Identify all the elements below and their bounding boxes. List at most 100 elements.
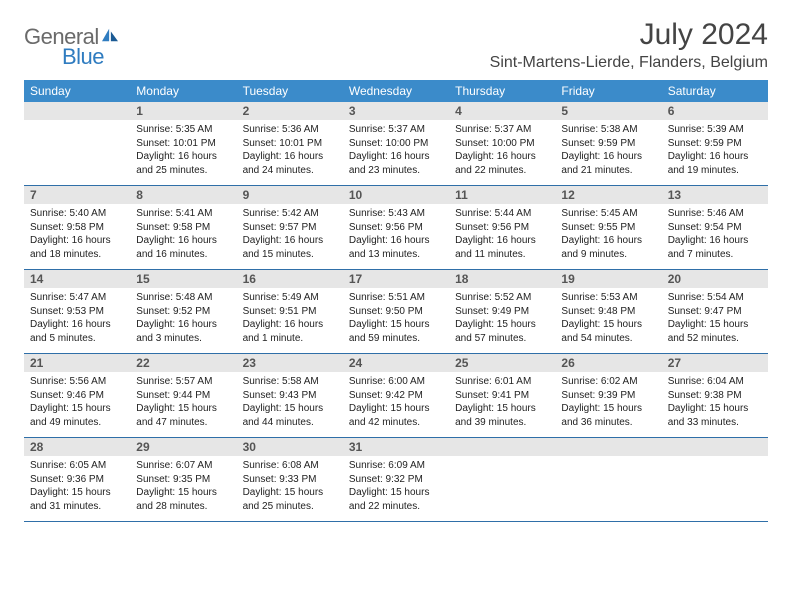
sunset: Sunset: 9:35 PM <box>136 473 230 487</box>
daylight: Daylight: 16 hours and 22 minutes. <box>455 150 549 177</box>
detail-row: Sunrise: 5:40 AMSunset: 9:58 PMDaylight:… <box>24 204 768 269</box>
sunrise: Sunrise: 5:52 AM <box>455 291 549 305</box>
day-cell: Sunrise: 5:41 AMSunset: 9:58 PMDaylight:… <box>130 204 236 269</box>
daylight: Daylight: 16 hours and 25 minutes. <box>136 150 230 177</box>
day-cell: Sunrise: 6:02 AMSunset: 9:39 PMDaylight:… <box>555 372 661 437</box>
day-number: 22 <box>130 354 236 373</box>
day-number: 7 <box>24 186 130 205</box>
sunrise: Sunrise: 5:51 AM <box>349 291 443 305</box>
day-cell: Sunrise: 5:49 AMSunset: 9:51 PMDaylight:… <box>237 288 343 353</box>
daylight: Daylight: 15 hours and 57 minutes. <box>455 318 549 345</box>
day-cell: Sunrise: 6:08 AMSunset: 9:33 PMDaylight:… <box>237 456 343 521</box>
day-cell: Sunrise: 5:44 AMSunset: 9:56 PMDaylight:… <box>449 204 555 269</box>
daylight: Daylight: 16 hours and 11 minutes. <box>455 234 549 261</box>
sunset: Sunset: 9:56 PM <box>349 221 443 235</box>
daylight: Daylight: 16 hours and 15 minutes. <box>243 234 337 261</box>
daynum-row: 28293031 <box>24 438 768 457</box>
sunrise: Sunrise: 5:45 AM <box>561 207 655 221</box>
daylight: Daylight: 16 hours and 16 minutes. <box>136 234 230 261</box>
sunrise: Sunrise: 5:56 AM <box>30 375 124 389</box>
sunrise: Sunrise: 5:41 AM <box>136 207 230 221</box>
month-title: July 2024 <box>490 18 768 52</box>
daynum-row: 21222324252627 <box>24 354 768 373</box>
daylight: Daylight: 16 hours and 5 minutes. <box>30 318 124 345</box>
day-number: 24 <box>343 354 449 373</box>
sunset: Sunset: 9:47 PM <box>668 305 762 319</box>
daylight: Daylight: 15 hours and 54 minutes. <box>561 318 655 345</box>
day-cell: Sunrise: 5:48 AMSunset: 9:52 PMDaylight:… <box>130 288 236 353</box>
day-header-tuesday: Tuesday <box>237 80 343 102</box>
sunset: Sunset: 9:32 PM <box>349 473 443 487</box>
day-number: 3 <box>343 102 449 120</box>
day-cell: Sunrise: 5:36 AMSunset: 10:01 PMDaylight… <box>237 120 343 185</box>
day-cell: Sunrise: 5:35 AMSunset: 10:01 PMDaylight… <box>130 120 236 185</box>
day-cell: Sunrise: 5:52 AMSunset: 9:49 PMDaylight:… <box>449 288 555 353</box>
day-header-sunday: Sunday <box>24 80 130 102</box>
sunset: Sunset: 9:42 PM <box>349 389 443 403</box>
day-cell: Sunrise: 5:43 AMSunset: 9:56 PMDaylight:… <box>343 204 449 269</box>
day-cell: Sunrise: 5:54 AMSunset: 9:47 PMDaylight:… <box>662 288 768 353</box>
sunrise: Sunrise: 5:58 AM <box>243 375 337 389</box>
day-number: 4 <box>449 102 555 120</box>
sunset: Sunset: 9:48 PM <box>561 305 655 319</box>
day-number: 26 <box>555 354 661 373</box>
day-cell: Sunrise: 6:00 AMSunset: 9:42 PMDaylight:… <box>343 372 449 437</box>
day-header-wednesday: Wednesday <box>343 80 449 102</box>
sunrise: Sunrise: 5:54 AM <box>668 291 762 305</box>
daylight: Daylight: 16 hours and 19 minutes. <box>668 150 762 177</box>
day-number: 25 <box>449 354 555 373</box>
sunset: Sunset: 9:58 PM <box>30 221 124 235</box>
day-cell: Sunrise: 5:40 AMSunset: 9:58 PMDaylight:… <box>24 204 130 269</box>
day-cell: Sunrise: 5:37 AMSunset: 10:00 PMDaylight… <box>449 120 555 185</box>
detail-row: Sunrise: 6:05 AMSunset: 9:36 PMDaylight:… <box>24 456 768 521</box>
sunset: Sunset: 10:01 PM <box>136 137 230 151</box>
logo: GeneralBlue <box>24 24 120 70</box>
day-cell: Sunrise: 6:04 AMSunset: 9:38 PMDaylight:… <box>662 372 768 437</box>
day-cell: Sunrise: 5:51 AMSunset: 9:50 PMDaylight:… <box>343 288 449 353</box>
day-number: 27 <box>662 354 768 373</box>
daylight: Daylight: 16 hours and 18 minutes. <box>30 234 124 261</box>
sunset: Sunset: 9:59 PM <box>561 137 655 151</box>
sunset: Sunset: 10:00 PM <box>455 137 549 151</box>
day-cell: Sunrise: 5:58 AMSunset: 9:43 PMDaylight:… <box>237 372 343 437</box>
day-number: 21 <box>24 354 130 373</box>
sunrise: Sunrise: 6:05 AM <box>30 459 124 473</box>
day-number: 12 <box>555 186 661 205</box>
day-number: 15 <box>130 270 236 289</box>
sunset: Sunset: 9:57 PM <box>243 221 337 235</box>
week-separator <box>24 521 768 522</box>
daylight: Daylight: 15 hours and 39 minutes. <box>455 402 549 429</box>
sunrise: Sunrise: 5:46 AM <box>668 207 762 221</box>
day-number: 13 <box>662 186 768 205</box>
sunrise: Sunrise: 6:01 AM <box>455 375 549 389</box>
day-cell <box>555 456 661 521</box>
day-number: 10 <box>343 186 449 205</box>
daylight: Daylight: 16 hours and 13 minutes. <box>349 234 443 261</box>
day-number: 28 <box>24 438 130 457</box>
daylight: Daylight: 16 hours and 21 minutes. <box>561 150 655 177</box>
day-number: 31 <box>343 438 449 457</box>
sunset: Sunset: 10:01 PM <box>243 137 337 151</box>
day-number: 14 <box>24 270 130 289</box>
daylight: Daylight: 15 hours and 47 minutes. <box>136 402 230 429</box>
daynum-row: 78910111213 <box>24 186 768 205</box>
sunset: Sunset: 9:36 PM <box>30 473 124 487</box>
day-cell: Sunrise: 6:09 AMSunset: 9:32 PMDaylight:… <box>343 456 449 521</box>
day-number: 6 <box>662 102 768 120</box>
sunrise: Sunrise: 6:09 AM <box>349 459 443 473</box>
sunrise: Sunrise: 5:49 AM <box>243 291 337 305</box>
sunrise: Sunrise: 5:38 AM <box>561 123 655 137</box>
daylight: Daylight: 16 hours and 9 minutes. <box>561 234 655 261</box>
day-cell: Sunrise: 6:05 AMSunset: 9:36 PMDaylight:… <box>24 456 130 521</box>
sunset: Sunset: 9:52 PM <box>136 305 230 319</box>
daylight: Daylight: 15 hours and 44 minutes. <box>243 402 337 429</box>
daylight: Daylight: 16 hours and 24 minutes. <box>243 150 337 177</box>
sunrise: Sunrise: 5:35 AM <box>136 123 230 137</box>
daylight: Daylight: 15 hours and 33 minutes. <box>668 402 762 429</box>
day-cell <box>662 456 768 521</box>
daylight: Daylight: 16 hours and 7 minutes. <box>668 234 762 261</box>
sunset: Sunset: 9:33 PM <box>243 473 337 487</box>
sunset: Sunset: 9:51 PM <box>243 305 337 319</box>
day-number: 11 <box>449 186 555 205</box>
sunrise: Sunrise: 6:00 AM <box>349 375 443 389</box>
